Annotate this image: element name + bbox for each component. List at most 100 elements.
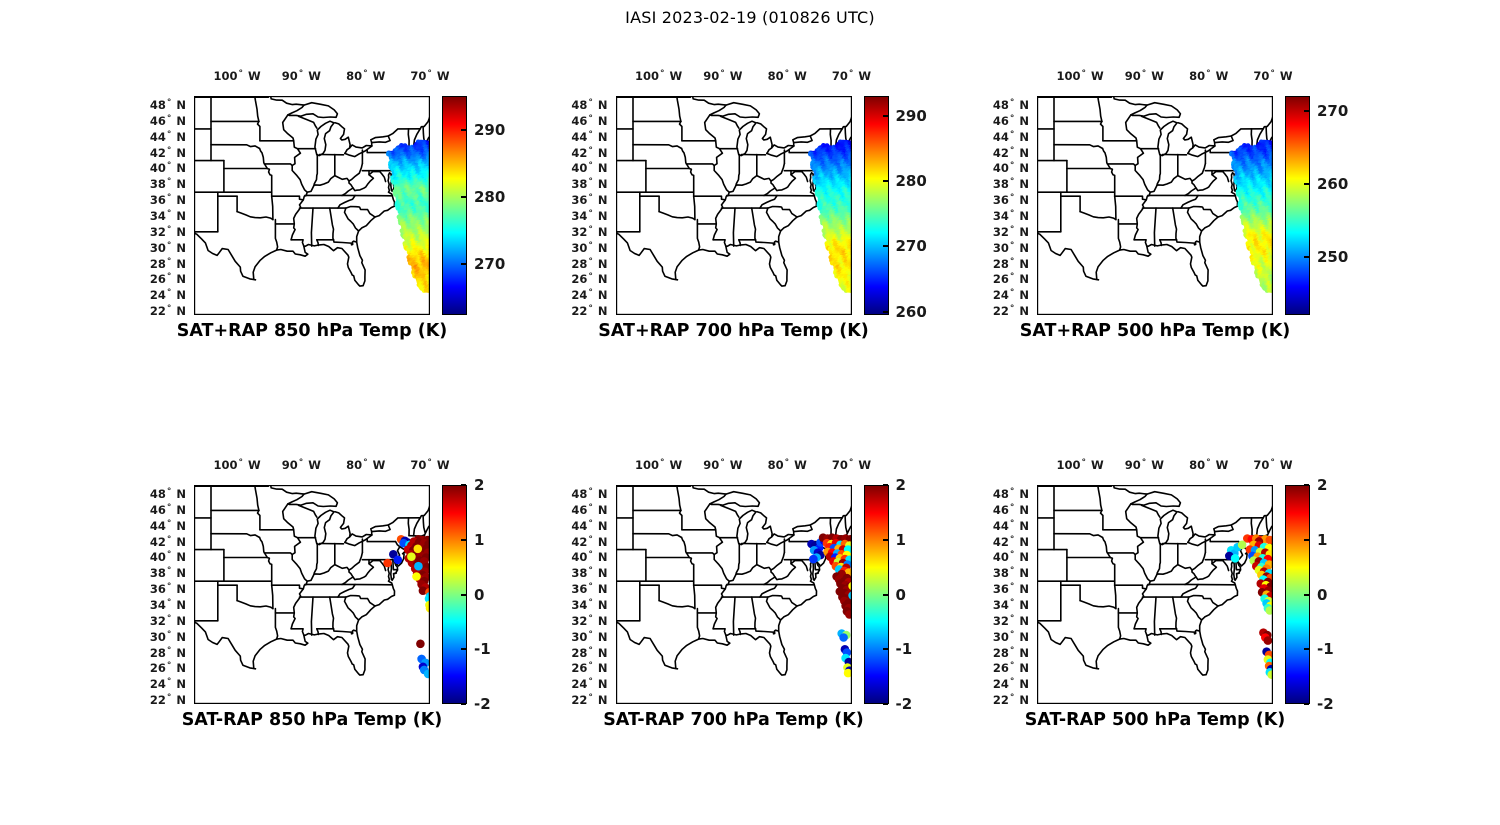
state-border-line: [1184, 576, 1197, 586]
state-border-line: [765, 207, 781, 232]
panel-title: SAT+RAP 500 hPa Temp (K): [1019, 321, 1291, 341]
colorbar-tick-label: -1: [1317, 640, 1334, 659]
state-border-line: [332, 239, 358, 246]
colorbar-tick-label: 250: [1317, 247, 1349, 266]
lat-tick-label: 38° N: [571, 177, 608, 192]
diff-dot: [1267, 670, 1273, 679]
state-border-line: [1053, 532, 1104, 539]
state-border-line: [678, 509, 683, 531]
lat-tick-label: 28° N: [149, 645, 186, 660]
state-border-line: [615, 232, 678, 281]
colorbar-tick: [1304, 593, 1309, 596]
colorbar-tick-label: -2: [474, 695, 491, 713]
state-border-line: [766, 594, 798, 607]
state-border-line: [631, 532, 682, 539]
state-border-line: [1113, 195, 1148, 201]
state-border-line: [1097, 485, 1103, 512]
lat-tick-label: 30° N: [571, 240, 608, 255]
map-canvas: [615, 96, 852, 315]
lat-tick-label: 38° N: [149, 566, 186, 581]
state-border-line: [680, 536, 690, 559]
colorbar-tick: [1304, 182, 1309, 185]
state-border-line: [1133, 239, 1148, 247]
state-border-line: [310, 207, 314, 247]
colorbar-tick-label: 0: [895, 585, 906, 604]
lat-tick-label: 38° N: [992, 566, 1029, 581]
colorbar-tick: [1304, 109, 1309, 112]
lat-tick-label: 36° N: [992, 582, 1029, 597]
state-border-line: [750, 596, 756, 630]
lat-tick-label: 46° N: [149, 502, 186, 517]
colorbar-tick: [461, 648, 466, 651]
state-border-line: [1250, 517, 1253, 537]
diff-dot: [383, 558, 392, 568]
diff-dot: [418, 586, 428, 595]
state-border-line: [314, 509, 335, 546]
state-border-line: [348, 569, 354, 578]
state-border-line: [685, 163, 715, 167]
state-border-line: [1156, 542, 1162, 576]
state-border-line: [769, 180, 776, 189]
state-border-line: [754, 628, 779, 635]
state-border-line: [1191, 569, 1197, 578]
state-border-line: [734, 542, 740, 576]
state-border-line: [1211, 558, 1230, 572]
lon-tick-label: 80° W: [346, 69, 386, 83]
state-border-line: [1140, 504, 1161, 518]
panel-title: SAT+RAP 700 hPa Temp (K): [598, 321, 869, 341]
state-border-line: [274, 607, 279, 640]
state-border-line: [1171, 596, 1178, 630]
state-border-line: [1175, 239, 1201, 246]
lat-tick-label: 42° N: [571, 145, 608, 160]
diff-dot: [844, 610, 852, 619]
state-border-line: [368, 558, 387, 572]
state-border-line: [254, 485, 260, 512]
lon-tick-label: 70° W: [410, 69, 450, 83]
colorbar-tick: [1304, 538, 1309, 541]
state-border-line: [412, 128, 421, 148]
state-border-line: [256, 509, 261, 531]
diff-dot: [843, 668, 852, 678]
lat-tick-label: 26° N: [149, 272, 186, 287]
lat-tick-label: 34° N: [571, 208, 608, 223]
state-border-line: [1209, 538, 1240, 543]
state-border-line: [673, 560, 820, 676]
lat-tick-label: 44° N: [992, 518, 1029, 533]
colorbar-tick-label: 1: [1317, 530, 1328, 549]
state-border-line: [750, 207, 756, 241]
state-border-line: [343, 207, 360, 232]
state-border-line: [266, 556, 273, 586]
state-border-line: [387, 128, 421, 137]
diff-dot: [412, 572, 421, 581]
lat-tick-label: 22° N: [571, 304, 608, 319]
state-border-line: [773, 563, 796, 581]
colorbar-tick-label: 270: [1317, 101, 1349, 120]
state-border-line: [236, 599, 274, 610]
state-border-line: [1265, 514, 1269, 534]
state-border-line: [252, 171, 399, 287]
state-border-line: [332, 628, 358, 635]
panel-sat-minus-rap-500: SAT-RAP 500 hPa Temp (K) 100° W 90° W 80° …: [947, 440, 1357, 742]
state-border-line: [270, 195, 305, 201]
state-border-line: [765, 145, 795, 158]
axes-box: [615, 485, 852, 704]
lat-tick-label: 38° N: [992, 177, 1029, 192]
colorbar: [863, 96, 889, 315]
diff-dot: [407, 552, 416, 561]
lat-tick-label: 28° N: [992, 645, 1029, 660]
state-border-line: [1186, 207, 1203, 232]
state-border-line: [755, 510, 773, 544]
lat-tick-label: 40° N: [149, 550, 186, 565]
colorbar-tick-label: 270: [474, 255, 506, 274]
state-border-line: [1262, 504, 1273, 519]
state-border-line: [407, 517, 410, 537]
lat-tick-label: 26° N: [992, 272, 1029, 287]
state-border-line: [1157, 509, 1178, 546]
colorbar-tick: [461, 263, 466, 266]
state-border-line: [770, 533, 795, 538]
state-border-line: [657, 210, 696, 221]
state-border-line: [1180, 583, 1199, 598]
state-border-line: [407, 128, 410, 148]
lon-tick-label: 90° W: [281, 69, 321, 83]
lat-tick-label: 34° N: [149, 208, 186, 223]
